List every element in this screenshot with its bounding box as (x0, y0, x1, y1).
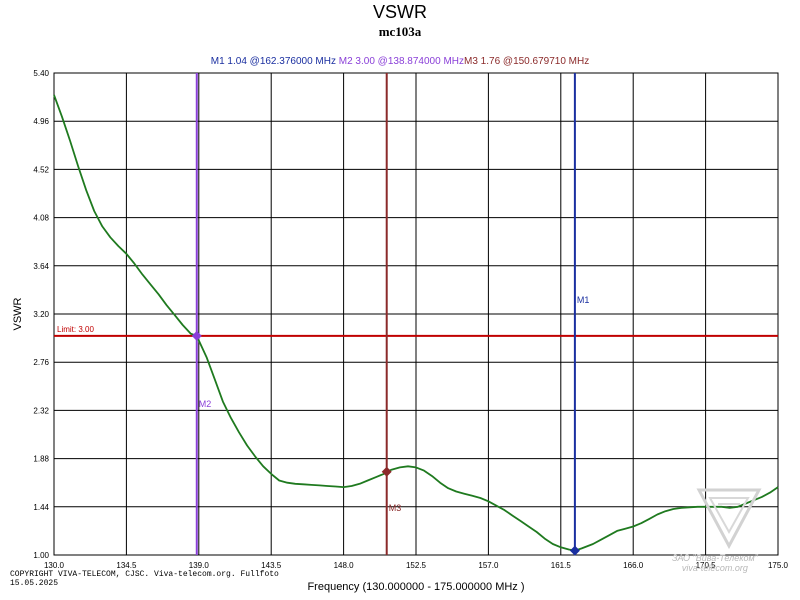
x-tick-label: 139.0 (189, 561, 210, 570)
vswr-series-line (53, 94, 779, 552)
y-tick-label: 1.88 (33, 455, 49, 464)
marker-label-m3: M3 (389, 503, 402, 513)
marker-label-m1: M1 (577, 295, 590, 305)
x-tick-label: 143.5 (261, 561, 282, 570)
y-tick-label: 4.52 (33, 165, 49, 174)
y-tick-label: 4.08 (33, 214, 49, 223)
y-tick-label: 5.40 (33, 69, 49, 78)
marker-point-m3 (381, 466, 392, 477)
marker-readout: M1 1.04 @162.376000 MHz M2 3.00 @138.874… (0, 56, 800, 67)
watermark-site: viva-telecom.org (681, 563, 748, 573)
y-tick-label: 1.44 (33, 503, 49, 512)
copyright-note: COPYRIGHT VIVA-TELECOM, CJSC. Viva-telec… (10, 570, 279, 588)
limit-label: Limit: 3.00 (57, 325, 94, 334)
viva-telecom-logo-icon (696, 488, 762, 550)
y-tick-label: 1.00 (33, 551, 49, 560)
y-tick-label: 4.96 (33, 117, 49, 126)
marker-m2-readout: M2 3.00 @138.874000 MHz (338, 56, 464, 67)
x-tick-label: 170.5 (696, 561, 717, 570)
marker-m1-readout: M1 1.04 @162.376000 MHz (210, 56, 336, 67)
y-tick-label: 2.76 (33, 358, 49, 367)
copyright-date: 15.05.2025 (10, 579, 59, 588)
x-tick-label: 157.0 (478, 561, 499, 570)
marker-point-m2 (191, 330, 202, 341)
watermark: ЗАО "Вива-Телеком" viva-telecom.org (672, 553, 758, 573)
copyright-text: COPYRIGHT VIVA-TELECOM, CJSC. Viva-telec… (10, 570, 279, 579)
y-tick-label: 2.32 (33, 406, 49, 415)
y-tick-label: 3.64 (33, 262, 49, 271)
chart-subtitle: mc103a (378, 24, 422, 39)
y-axis-label: VSWR (12, 297, 24, 330)
marker-label-m2: M2 (199, 399, 212, 409)
x-tick-label: 161.5 (551, 561, 572, 570)
x-tick-label: 175.0 (768, 561, 789, 570)
x-tick-label: 134.5 (116, 561, 137, 570)
x-tick-label: 166.0 (623, 561, 644, 570)
chart-title: VSWR (373, 2, 427, 22)
x-axis-label: Frequency (130.000000 - 175.000000 MHz ) (307, 581, 524, 593)
x-tick-label: 148.0 (334, 561, 355, 570)
y-tick-label: 3.20 (33, 310, 49, 319)
x-tick-label: 130.0 (44, 561, 65, 570)
marker-point-m1 (569, 545, 580, 556)
marker-m3-readout: M3 1.76 @150.679710 MHz (464, 56, 590, 67)
watermark-company: ЗАО "Вива-Телеком" (672, 553, 758, 563)
x-tick-label: 152.5 (406, 561, 427, 570)
